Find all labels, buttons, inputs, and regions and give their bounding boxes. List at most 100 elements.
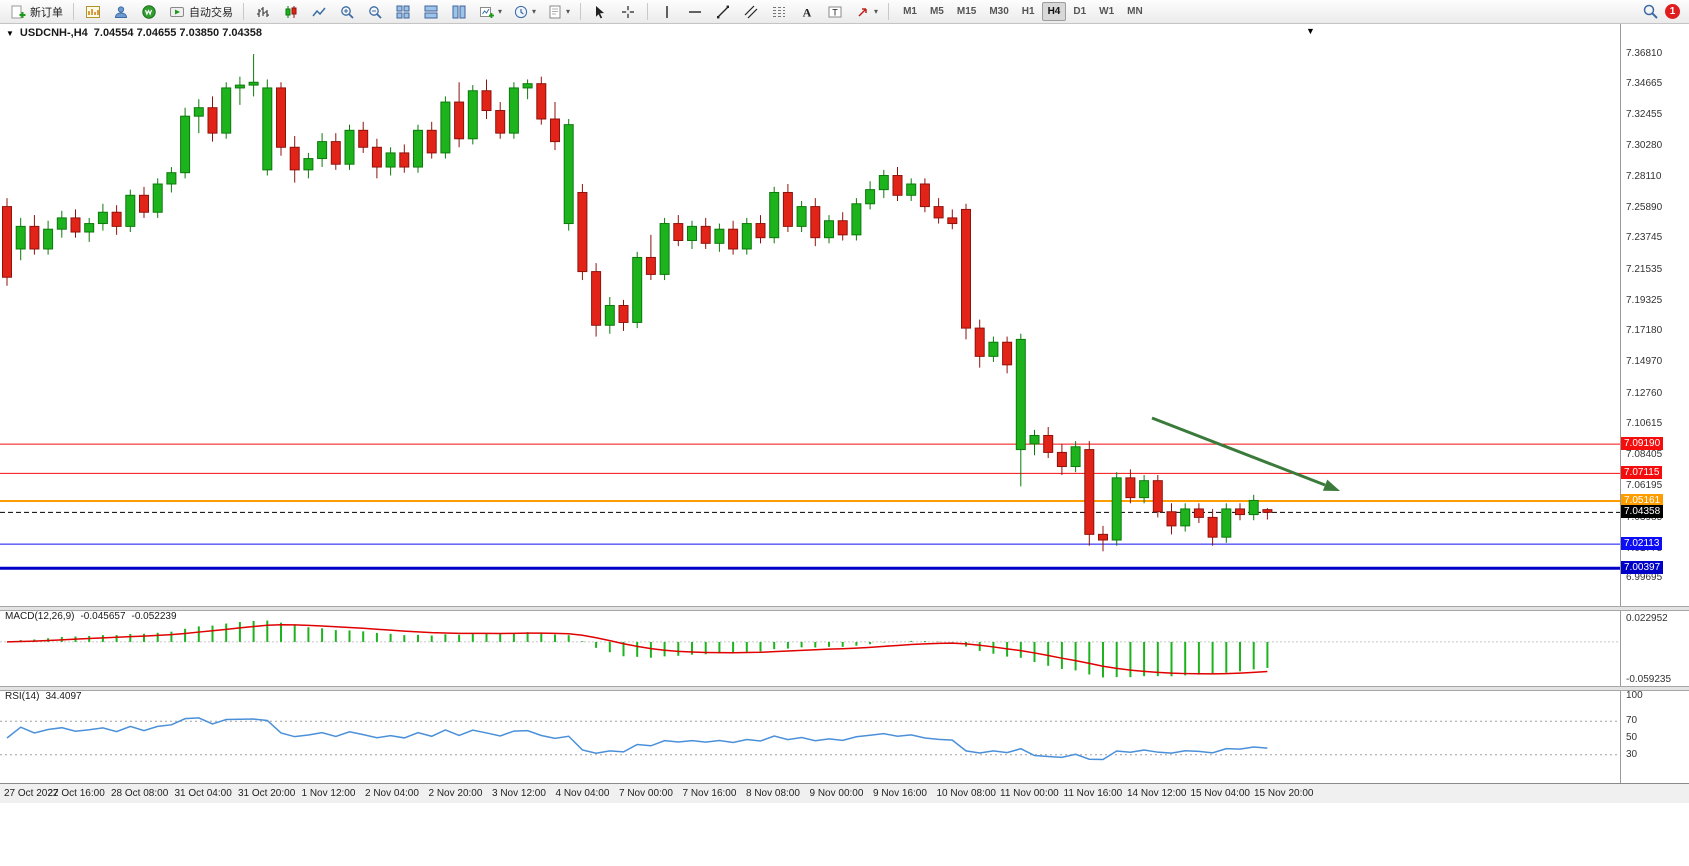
timeframe-button-h4[interactable]: H4 [1041,2,1067,21]
chart-shift-marker[interactable]: ▼ [1306,26,1315,36]
candle-body [632,256,643,323]
time-axis-strip[interactable] [0,783,1689,803]
chart-ohlc-values: 7.04554 7.04655 7.03850 7.04358 [93,27,262,39]
candle-body [1262,509,1273,513]
candle-body [755,223,766,239]
candle-body [303,158,314,171]
trendline-button[interactable] [710,1,736,23]
candle-body [673,223,684,242]
arrange-vertical-button[interactable] [446,1,472,23]
toolbar-separator [647,3,649,20]
cursor-button[interactable] [587,1,613,23]
svg-text:T: T [832,7,838,17]
timeframe-button-m15[interactable]: M15 [956,6,977,17]
community-button[interactable] [136,1,162,23]
timeframe-button-w1[interactable]: W1 [1099,6,1115,17]
timeframe-button-d1[interactable]: D1 [1073,6,1087,17]
arrows-button[interactable]: ▾ [850,1,882,23]
zoom-in-icon [338,3,356,20]
toolbar-separator [243,3,244,20]
candle-body [43,228,54,250]
vertical-line-button[interactable] [654,1,680,23]
toolbar-separator [888,3,890,20]
templates-button[interactable]: ▾ [542,1,574,23]
zoom-out-button[interactable] [362,1,388,23]
candle-body [687,225,697,242]
community-icon [140,3,158,20]
main-toolbar: 新订单 自动交易 [0,0,1689,24]
new-chart-caret-icon: ▾ [498,7,503,16]
crosshair-button[interactable] [615,1,641,23]
toolbar-separator [580,3,582,20]
candle-body [659,223,670,275]
horizontal-line-button[interactable] [682,1,708,23]
timeframe-button-m1[interactable]: M1 [903,6,917,17]
candle-body [317,141,328,160]
horizontal-line-icon [686,3,704,20]
candle-body [714,228,725,244]
notification-badge[interactable]: 1 [1665,4,1680,19]
autotrading-icon [168,3,186,20]
candlestick-button[interactable] [278,1,304,23]
label-button[interactable]: T [822,1,848,23]
trendline-icon [714,3,732,20]
candle-body [865,189,876,205]
fibonacci-button[interactable] [766,1,792,23]
rsi-value: 34.4097 [45,691,82,702]
candle-body [440,101,451,154]
macd-layer [0,620,1620,678]
profile-button[interactable] [108,1,134,23]
candle-body [1084,449,1095,535]
candle-body [276,87,286,148]
candle-body [1043,434,1054,453]
new-order-button[interactable]: 新订单 [5,1,67,23]
candle-body [111,211,122,227]
candle-body [1125,477,1136,499]
search-icon[interactable] [1641,3,1659,20]
candle-body [1139,480,1150,499]
tile-windows-icon [394,3,412,20]
timeframe-button-mn[interactable]: MN [1127,6,1143,17]
new-chart-button[interactable]: ▾ [474,1,506,23]
candle-body [1166,511,1177,527]
candle-body [892,175,903,196]
candle-body [413,129,423,168]
autotrading-button[interactable]: 自动交易 [164,1,237,23]
chart-window-button[interactable] [80,1,106,23]
bar-chart-button[interactable] [250,1,276,23]
candle-body [97,211,108,225]
rsi-panel-separator[interactable] [0,686,1689,691]
rsi-label-row: RSI(14) 34.4097 [5,691,82,702]
line-chart-button[interactable] [306,1,332,23]
arrange-horizontal-button[interactable] [418,1,444,23]
candle-body [139,194,149,213]
candlestick-icon [282,3,300,20]
autotrading-label: 自动交易 [189,6,233,19]
candle-body [810,206,821,239]
candle-body [481,90,492,112]
timeframe-button-m5[interactable]: M5 [929,6,944,17]
candle-body [782,191,793,227]
candle-body [385,152,396,168]
candle-body [988,341,999,357]
candle-body [1221,508,1232,538]
timeframe-button-m30[interactable]: M30 [989,6,1009,17]
candle-body [330,141,341,165]
candle-body [371,146,382,168]
chart-title-bar: ▼ USDCNH-,H4 7.04554 7.04655 7.03850 7.0… [6,27,262,39]
chart-menu-icon[interactable]: ▼ [6,28,14,38]
text-button[interactable]: A [794,1,820,23]
templates-caret-icon: ▾ [566,7,571,16]
channel-button[interactable] [738,1,764,23]
period-button[interactable]: ▾ [508,1,540,23]
candle-body [645,256,656,275]
zoom-in-button[interactable] [334,1,360,23]
tile-windows-button[interactable] [390,1,416,23]
trend-arrow-line[interactable] [1151,416,1326,487]
timeframe-button-h1[interactable]: H1 [1021,6,1035,17]
candle-body [1070,446,1081,468]
candle-body [495,110,506,134]
macd-panel-separator[interactable] [0,606,1689,611]
candle-body [878,175,889,191]
